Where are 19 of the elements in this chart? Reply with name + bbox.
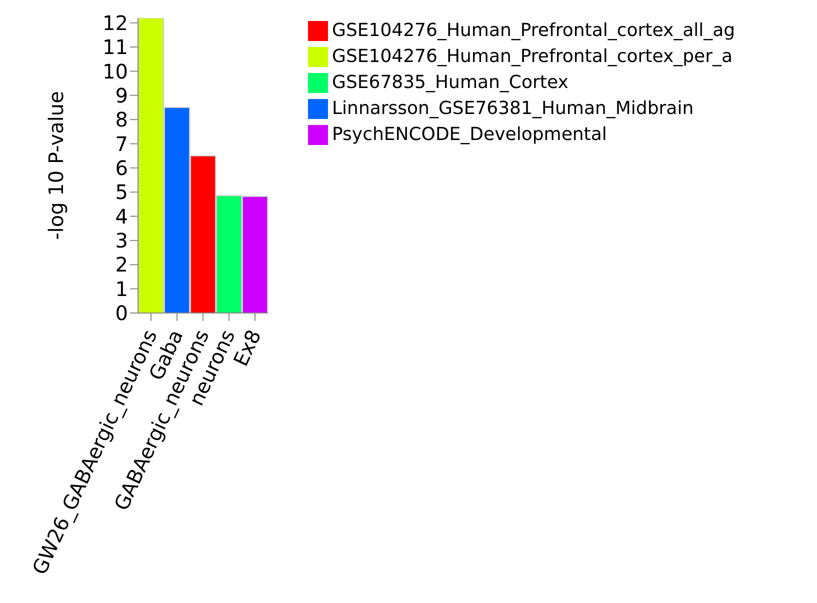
legend-label: PsychENCODE_Developmental <box>332 124 607 145</box>
y-tick-label: 6 <box>115 156 128 180</box>
y-tick-label: 3 <box>115 228 128 253</box>
y-tick-label: 10 <box>102 59 128 84</box>
y-tick-label: 7 <box>115 132 128 156</box>
y-tick-label: 2 <box>115 252 128 277</box>
y-tick-label: 8 <box>115 108 128 132</box>
y-tick-label: 5 <box>115 180 128 204</box>
y-tick-label: 1 <box>115 276 128 301</box>
legend-label: GSE104276_Human_Prefrontal_cortex_all_ag <box>332 20 736 41</box>
y-axis-title: -log 10 P-value <box>44 91 68 240</box>
legend-label: GSE67835_Human_Cortex <box>332 72 568 93</box>
y-tick-label: 4 <box>115 204 128 228</box>
y-tick-label: 12 <box>102 10 128 35</box>
y-tick-label: 11 <box>102 35 128 60</box>
y-tick-label: 9 <box>115 83 128 108</box>
legend-label: Linnarsson_GSE76381_Human_Midbrain <box>332 98 694 119</box>
legend-label: GSE104276_Human_Prefrontal_cortex_per_a <box>332 46 733 67</box>
y-tick-label: 0 <box>115 301 128 326</box>
